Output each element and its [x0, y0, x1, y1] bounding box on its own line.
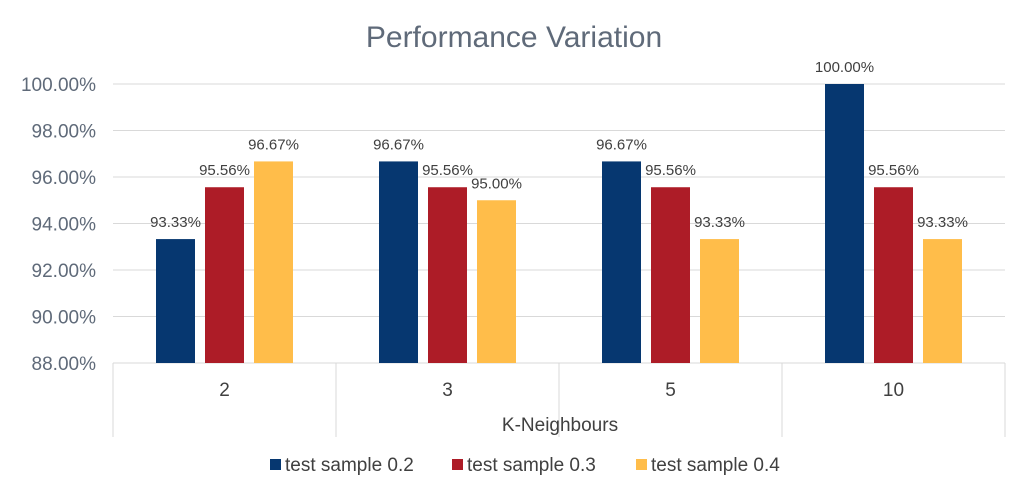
gridlines — [113, 83, 1005, 317]
data-label: 96.67% — [596, 136, 647, 153]
data-label: 93.33% — [694, 214, 745, 231]
x-tick-label: 3 — [442, 380, 453, 401]
y-tick-label: 100.00% — [21, 75, 96, 96]
data-label: 93.33% — [917, 214, 968, 231]
bar — [602, 161, 641, 363]
data-label: 95.56% — [199, 162, 250, 179]
y-tick-label: 92.00% — [32, 261, 97, 282]
legend-item: test sample 0.3 — [452, 455, 596, 476]
y-tick-label: 90.00% — [32, 308, 97, 329]
data-label: 93.33% — [150, 214, 201, 231]
legend-label: test sample 0.3 — [467, 455, 596, 476]
x-tick-label: 2 — [219, 380, 230, 401]
data-label: 96.67% — [373, 136, 424, 153]
data-label: 100.00% — [815, 59, 874, 76]
x-axis-title: K-Neighbours — [502, 415, 618, 436]
x-tick-label: 10 — [883, 380, 904, 401]
x-axis-tick-labels: 2 3 5 10 — [219, 380, 904, 401]
bar — [825, 84, 864, 363]
y-tick-label: 96.00% — [32, 168, 97, 189]
y-tick-label: 94.00% — [32, 215, 97, 236]
legend-label: test sample 0.4 — [651, 455, 780, 476]
y-tick-label: 88.00% — [32, 354, 97, 375]
bar — [700, 239, 739, 363]
bars — [156, 84, 962, 363]
legend-item: test sample 0.2 — [270, 455, 414, 476]
bar — [156, 239, 195, 363]
bar — [477, 200, 516, 363]
bar — [923, 239, 962, 363]
bar — [205, 187, 244, 363]
data-label: 95.56% — [422, 162, 473, 179]
bar — [254, 161, 293, 363]
data-label: 95.56% — [868, 162, 919, 179]
bar — [379, 161, 418, 363]
y-axis-tick-labels: 88.00% 90.00% 92.00% 94.00% 96.00% 98.00% 100.… — [21, 75, 96, 375]
y-tick-label: 98.00% — [32, 122, 97, 143]
legend-swatch — [270, 459, 281, 470]
data-labels: 93.33%95.56%96.67% 96.67%95.56%95.00%96.6… — [150, 59, 968, 231]
chart-title: Performance Variation — [366, 21, 662, 54]
legend: test sample 0.2 test sample 0.3 test sampl… — [270, 455, 780, 476]
bar — [428, 187, 467, 363]
legend-label: test sample 0.2 — [285, 455, 414, 476]
data-label: 95.00% — [471, 175, 522, 192]
x-tick-label: 5 — [665, 380, 676, 401]
bar — [874, 187, 913, 363]
data-label: 95.56% — [645, 162, 696, 179]
bar — [651, 187, 690, 363]
data-label: 96.67% — [248, 136, 299, 153]
legend-item: test sample 0.4 — [636, 455, 780, 476]
legend-swatch — [452, 459, 463, 470]
legend-swatch — [636, 459, 647, 470]
